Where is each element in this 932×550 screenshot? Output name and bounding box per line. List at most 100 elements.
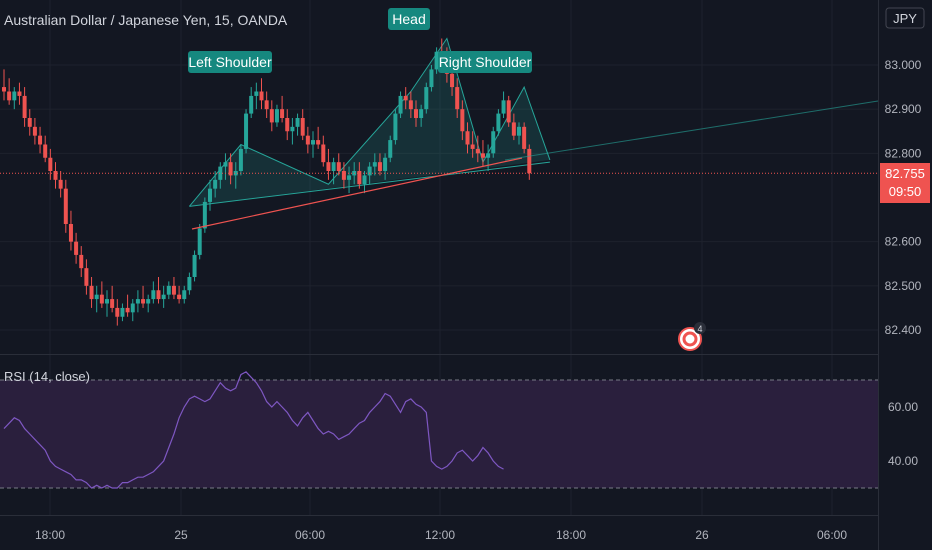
candle <box>105 290 109 317</box>
price-tick-label: 82.400 <box>885 323 922 337</box>
candle <box>156 277 161 304</box>
candle <box>254 82 259 110</box>
trend-extension-line[interactable] <box>504 100 879 161</box>
candle <box>264 91 269 118</box>
rsi-tick-label: 60.00 <box>888 400 918 414</box>
candle <box>32 118 37 145</box>
candle <box>213 171 218 198</box>
candle <box>285 109 290 141</box>
time-axis[interactable]: 18:00 25 06:00 12:00 18:00 26 06:00 <box>35 528 847 542</box>
candle <box>419 104 424 127</box>
candle <box>166 281 171 300</box>
candle <box>305 126 310 154</box>
candle <box>151 281 156 304</box>
candle <box>434 47 439 74</box>
time-tick-label: 12:00 <box>425 528 455 542</box>
price-tick-label: 82.600 <box>885 235 922 249</box>
candle <box>89 277 94 308</box>
candle <box>403 87 408 110</box>
price-tick-label: 83.000 <box>885 58 922 72</box>
candle <box>372 153 377 176</box>
candle <box>326 148 331 180</box>
left-shoulder-text: Left Shoulder <box>188 54 272 70</box>
candle <box>99 281 104 308</box>
candle <box>491 126 496 158</box>
label-right-shoulder[interactable]: Right Shoulder <box>438 51 532 73</box>
alert-icon[interactable]: 4 <box>678 322 706 351</box>
candle <box>259 78 264 110</box>
rsi-band <box>0 380 878 488</box>
symbol-title[interactable]: Australian Dollar / Japanese Yen, 15, OA… <box>4 12 288 28</box>
candle <box>130 299 135 322</box>
candle <box>197 224 202 260</box>
rsi-title[interactable]: RSI (14, close) <box>4 369 90 384</box>
candle <box>388 135 393 163</box>
candle <box>171 277 176 300</box>
pattern-outline <box>189 37 551 207</box>
candle <box>321 135 326 167</box>
candle <box>141 285 146 308</box>
candle <box>357 162 362 189</box>
candle <box>280 95 285 123</box>
candle <box>486 144 491 171</box>
candle <box>455 78 460 118</box>
candle <box>68 210 73 251</box>
head-text: Head <box>392 11 425 27</box>
rsi-tick-label: 40.00 <box>888 454 918 468</box>
candle <box>192 250 197 282</box>
time-tick-label: 25 <box>174 528 188 542</box>
candle <box>249 87 254 118</box>
candle <box>53 162 58 189</box>
neckline[interactable] <box>191 157 523 230</box>
candle <box>470 131 475 158</box>
candle <box>238 144 243 176</box>
price-countdown: 09:50 <box>889 184 922 199</box>
candle <box>414 100 418 127</box>
price-axis[interactable]: 83.000 82.900 82.800 82.600 82.500 82.400 <box>885 58 922 337</box>
alert-count: 4 <box>697 324 702 334</box>
candle <box>475 135 480 163</box>
candle <box>187 272 192 295</box>
time-tick-label: 18:00 <box>35 528 65 542</box>
candle <box>424 82 429 114</box>
candle <box>115 299 120 326</box>
candle <box>496 109 501 136</box>
candle <box>300 109 305 141</box>
candle <box>120 303 125 322</box>
candle <box>79 246 84 277</box>
candle <box>429 65 434 92</box>
candle <box>218 162 223 189</box>
candle <box>7 78 12 105</box>
candle <box>17 82 22 105</box>
price-tick-label: 82.900 <box>885 102 922 116</box>
candle <box>135 290 140 313</box>
candle <box>517 122 521 145</box>
time-tick-label: 06:00 <box>295 528 325 542</box>
candle <box>125 294 130 317</box>
label-head[interactable]: Head <box>388 8 430 30</box>
currency-badge[interactable]: JPY <box>885 7 925 29</box>
candle <box>336 153 341 176</box>
candle <box>233 162 238 189</box>
label-left-shoulder[interactable]: Left Shoulder <box>188 51 272 73</box>
candlestick-series <box>2 38 532 326</box>
overlay-lines <box>0 100 879 230</box>
candle <box>48 148 53 180</box>
rsi-line <box>3 371 504 489</box>
candle <box>177 285 182 304</box>
time-tick-label: 06:00 <box>817 528 847 542</box>
candle <box>94 285 99 313</box>
candle <box>84 259 89 295</box>
candle <box>398 91 403 118</box>
candle <box>480 140 485 167</box>
time-tick-label: 18:00 <box>556 528 586 542</box>
candle <box>202 197 207 233</box>
candle <box>244 109 249 154</box>
candle <box>12 87 17 110</box>
candle <box>27 109 32 136</box>
candle <box>161 285 166 308</box>
candle <box>377 153 382 176</box>
rsi-pane: 60.00 40.00 <box>0 371 918 489</box>
current-price-label: 82.755 09:50 <box>880 163 930 203</box>
